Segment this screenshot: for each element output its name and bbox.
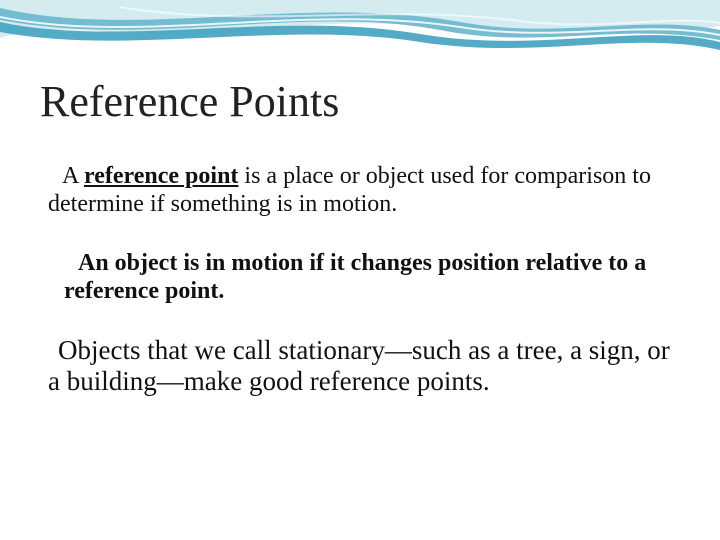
slide-title: Reference Points (40, 76, 339, 127)
slide-body: A reference point is a place or object u… (48, 162, 672, 397)
wave-decoration (0, 0, 720, 70)
slide: Reference Points A reference point is a … (0, 0, 720, 540)
paragraph-examples: Objects that we call stationary—such as … (48, 335, 672, 397)
paragraph-definition: A reference point is a place or object u… (48, 162, 672, 219)
para1-prefix: A (62, 163, 84, 189)
para1-term: reference point (84, 163, 238, 189)
paragraph-motion-rule: An object is in motion if it changes pos… (64, 249, 672, 306)
